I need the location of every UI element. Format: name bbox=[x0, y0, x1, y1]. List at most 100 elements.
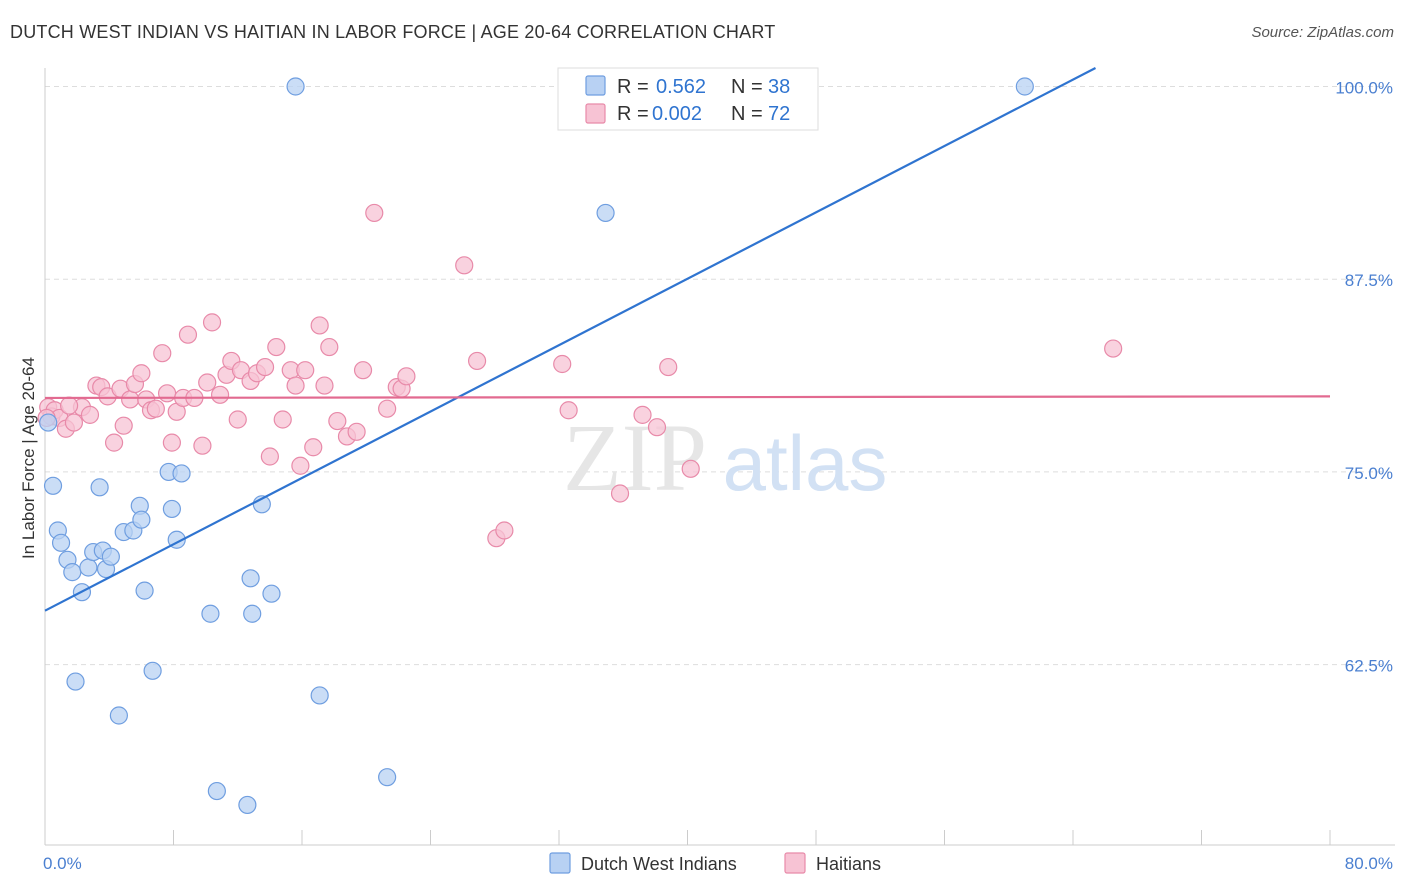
legend-n-value-pink: 72 bbox=[768, 103, 790, 125]
haitians-point bbox=[378, 399, 397, 418]
dutch-west-indians-point bbox=[201, 604, 220, 623]
haitians-point bbox=[104, 433, 124, 452]
dutch-west-indians-point bbox=[109, 706, 128, 725]
dutch-west-indians-point bbox=[66, 672, 85, 691]
haitians-point bbox=[59, 396, 79, 415]
haitians-point bbox=[193, 436, 212, 455]
y-tick-label: 87.5% bbox=[1345, 271, 1393, 290]
haitians-point bbox=[80, 405, 100, 424]
haitians-point bbox=[291, 456, 310, 475]
dutch-west-indians-point bbox=[172, 464, 191, 483]
haitians-point bbox=[146, 399, 165, 418]
dutch-west-indians-point bbox=[63, 563, 82, 582]
series-legend-swatch-pink bbox=[784, 852, 806, 874]
haitians-point bbox=[178, 325, 198, 344]
series-legend: Dutch West Indians Haitians bbox=[549, 852, 881, 874]
dutch-west-indians-point bbox=[310, 686, 329, 705]
haitians-point bbox=[286, 376, 305, 395]
series-legend-swatch-blue bbox=[549, 852, 571, 874]
dutch-west-indians-point bbox=[596, 203, 615, 223]
dutch-west-indians-point bbox=[238, 795, 257, 815]
haitians-point bbox=[304, 438, 323, 457]
watermark: ZIP atlas bbox=[563, 404, 887, 511]
haitians-point bbox=[455, 256, 474, 275]
dutch-west-indians-point bbox=[132, 510, 151, 529]
dutch-west-indians-point bbox=[143, 661, 162, 680]
dutch-west-indians-point bbox=[262, 584, 281, 603]
dutch-west-indians-point bbox=[101, 547, 120, 566]
dutch-west-indians-point bbox=[286, 77, 305, 96]
haitians-point bbox=[296, 361, 315, 380]
stats-legend: R = 0.562 N = 38 R = 0.002 N = 72 bbox=[557, 67, 819, 131]
dutch-west-indians-point bbox=[43, 476, 63, 495]
haitians-point bbox=[647, 418, 667, 437]
source-credit: Source: ZipAtlas.com bbox=[1251, 24, 1394, 41]
haitians-point bbox=[202, 313, 222, 332]
dutch-west-indians-point bbox=[162, 499, 181, 519]
dutch-west-indians-point bbox=[90, 478, 109, 497]
haitians-point bbox=[320, 337, 339, 357]
haitians-point bbox=[198, 373, 217, 392]
legend-r-value-blue: 0.562 bbox=[656, 76, 706, 98]
dutch-west-indians-point bbox=[79, 558, 98, 577]
haitians-point bbox=[353, 361, 373, 380]
y-tick-labels: 100.0% 87.5% 75.0% 62.5% bbox=[1335, 79, 1393, 676]
haitians-point bbox=[1104, 339, 1123, 358]
x-tick-labels: 0.0% 80.0% bbox=[43, 854, 1393, 873]
dutch-west-indians-point bbox=[243, 604, 262, 623]
haitians-point bbox=[365, 203, 384, 223]
haitians-point bbox=[310, 316, 329, 335]
series-legend-label-blue: Dutch West Indians bbox=[581, 854, 737, 874]
haitians-point bbox=[328, 411, 347, 431]
dutch-west-indians-point bbox=[135, 581, 154, 600]
y-axis-label: In Labor Force | Age 20-64 bbox=[19, 357, 38, 559]
haitians-point bbox=[315, 376, 334, 395]
legend-n-label-blue: N = bbox=[731, 76, 763, 98]
trend-lines bbox=[44, 67, 1331, 612]
dutch-west-indians-trend-line bbox=[44, 67, 1096, 612]
haitians-point bbox=[260, 447, 279, 466]
legend-swatch-pink bbox=[585, 103, 606, 124]
x-tick-label-min: 0.0% bbox=[43, 854, 82, 873]
haitians-point bbox=[162, 433, 181, 452]
legend-r-label-pink: R = bbox=[617, 103, 649, 125]
haitians-point bbox=[397, 367, 416, 386]
haitians-point bbox=[64, 413, 84, 432]
haitians-point bbox=[467, 351, 487, 371]
dutch-west-indians-point bbox=[1015, 77, 1034, 96]
haitians-point bbox=[121, 390, 140, 409]
dutch-west-indians-points bbox=[39, 74, 1034, 815]
haitians-point bbox=[553, 354, 572, 374]
legend-r-label-blue: R = bbox=[617, 76, 649, 98]
haitians-trend-line bbox=[44, 395, 1331, 400]
legend-n-label-pink: N = bbox=[731, 103, 763, 125]
x-tick-label-max: 80.0% bbox=[1345, 854, 1393, 873]
haitians-point bbox=[228, 410, 247, 429]
haitians-point bbox=[633, 405, 652, 424]
y-tick-label: 62.5% bbox=[1345, 657, 1393, 676]
legend-r-value-pink: 0.002 bbox=[652, 103, 702, 125]
legend-n-value-blue: 38 bbox=[768, 76, 790, 98]
haitians-point bbox=[610, 484, 630, 503]
haitians-point bbox=[559, 401, 578, 420]
haitians-point bbox=[347, 422, 366, 441]
axes bbox=[44, 68, 1395, 846]
haitians-point bbox=[681, 459, 700, 478]
series-legend-label-pink: Haitians bbox=[816, 854, 881, 874]
watermark-zip: ZIP bbox=[563, 404, 707, 511]
haitians-point bbox=[153, 344, 172, 363]
chart-title: DUTCH WEST INDIAN VS HAITIAN IN LABOR FO… bbox=[10, 22, 776, 42]
dutch-west-indians-point bbox=[378, 768, 397, 787]
haitians-point bbox=[495, 521, 514, 540]
haitians-point bbox=[114, 416, 133, 435]
watermark-atlas: atlas bbox=[723, 419, 888, 507]
haitians-point bbox=[267, 337, 286, 357]
dutch-west-indians-point bbox=[51, 533, 71, 552]
haitians-point bbox=[132, 364, 151, 383]
haitians-point bbox=[210, 385, 230, 404]
dutch-west-indians-point bbox=[241, 569, 260, 588]
haitians-point bbox=[273, 410, 292, 429]
haitians-point bbox=[255, 357, 275, 377]
haitians-point bbox=[157, 384, 177, 403]
